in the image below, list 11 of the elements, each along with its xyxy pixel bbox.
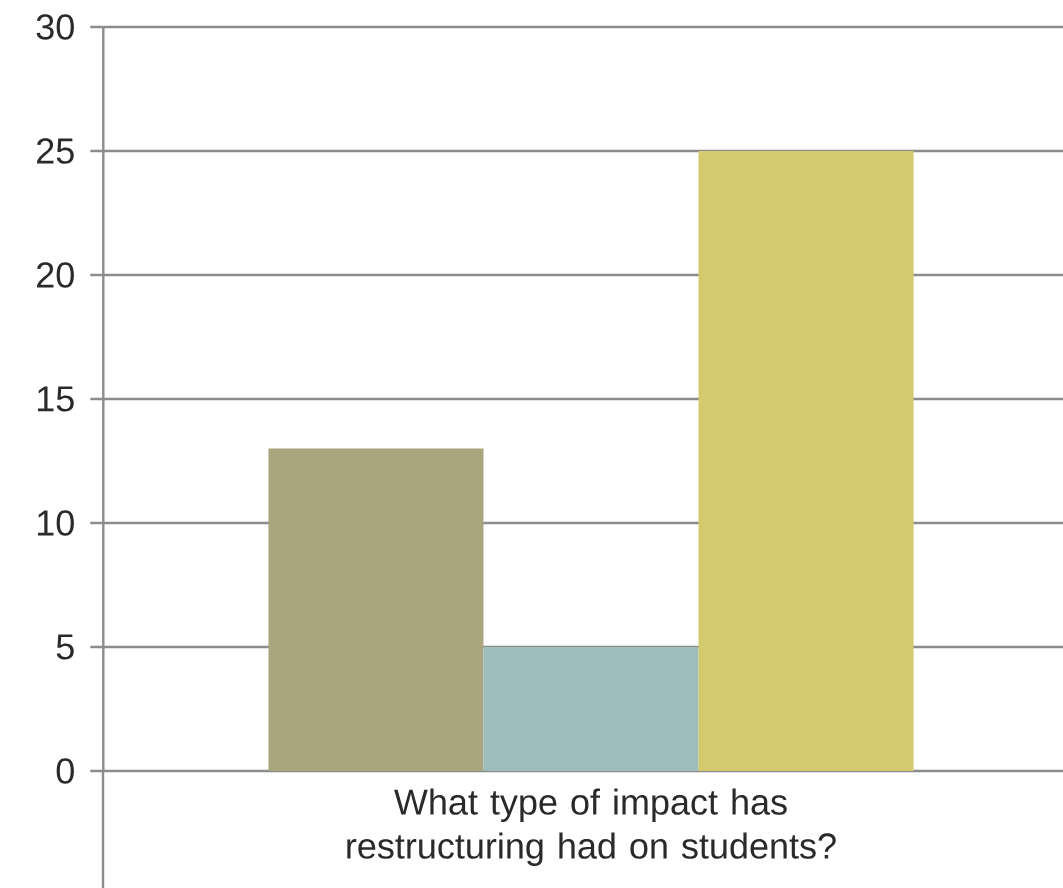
x-tick-label: What type of impact has restructuring had on students? <box>347 788 836 866</box>
y-tick-label: 20 <box>37 262 74 288</box>
bar <box>268 448 484 771</box>
y-tick-label: 0 <box>56 758 74 784</box>
y-tick-label: 10 <box>37 510 74 536</box>
y-tick-label: 30 <box>36 14 74 40</box>
y-tick-label: 25 <box>37 138 74 164</box>
bar <box>698 150 914 771</box>
y-tick-label: 5 <box>56 634 74 660</box>
y-tick-label: 15 <box>37 386 74 412</box>
bar <box>483 647 699 771</box>
